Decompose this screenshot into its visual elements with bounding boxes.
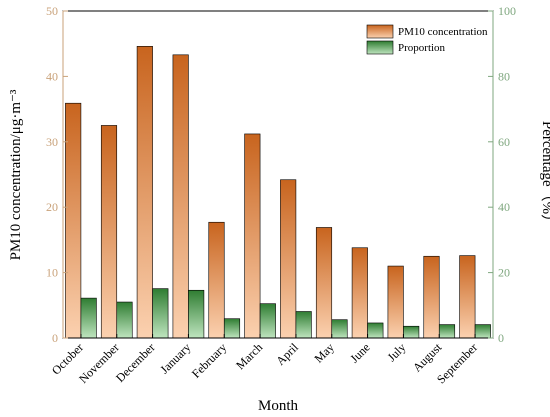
left-tick-label-20: 20 xyxy=(46,200,58,214)
bar-proportion-april xyxy=(295,311,312,339)
bar-pm10-march xyxy=(244,133,261,339)
bar-pm10-may xyxy=(315,227,333,339)
right-tick-label-20: 20 xyxy=(498,266,510,280)
bar-proportion-september xyxy=(474,324,491,339)
bar-pm10-october xyxy=(65,102,82,339)
bar-pm10-june xyxy=(351,247,368,339)
bar-proportion-november xyxy=(116,301,133,339)
left-tick-label-50: 50 xyxy=(46,4,58,18)
x-tick-label-august: August xyxy=(410,340,445,375)
right-tick-label-80: 80 xyxy=(498,69,510,83)
bar-pm10-april xyxy=(280,179,297,339)
bar-proportion-december xyxy=(152,288,169,339)
x-tick-label-june: June xyxy=(347,340,372,365)
x-tick-label-may: May xyxy=(311,340,336,365)
left-tick-label-40: 40 xyxy=(46,69,58,83)
pm10-bars xyxy=(65,46,476,339)
left-axis-ticks: 0 10 20 30 40 50 xyxy=(46,4,68,345)
bar-pm10-august xyxy=(423,255,440,339)
bar-proportion-june xyxy=(367,322,384,339)
bar-proportion-may xyxy=(331,319,348,339)
x-tick-label-february: February xyxy=(189,340,230,381)
legend-swatch-proportion xyxy=(366,40,394,55)
x-axis-title: Month xyxy=(258,398,299,414)
x-tick-label-july: July xyxy=(384,340,408,364)
bar-proportion-july xyxy=(403,325,420,339)
bar-pm10-july xyxy=(387,265,404,339)
legend-label-pm10: PM10 concentration xyxy=(398,26,488,38)
x-tick-label-december: December xyxy=(113,340,158,385)
bar-pm10-february xyxy=(208,221,225,339)
bar-proportion-february xyxy=(223,318,241,339)
bar-proportion-january xyxy=(188,289,205,339)
left-tick-label-0: 0 xyxy=(52,331,58,345)
right-tick-label-40: 40 xyxy=(498,200,510,214)
right-tick-label-100: 100 xyxy=(498,4,516,18)
y-axis-title-right: Percentage（%） xyxy=(539,121,550,229)
x-tick-label-march: March xyxy=(233,340,265,372)
right-tick-label-60: 60 xyxy=(498,135,510,149)
legend-label-proportion: Proportion xyxy=(398,42,446,54)
x-tick-label-april: April xyxy=(273,340,301,368)
x-tick-label-november: November xyxy=(76,340,122,386)
bar-proportion-october xyxy=(80,297,97,339)
right-axis-ticks: 0 20 40 60 80 100 xyxy=(488,4,516,345)
bar-proportion-august xyxy=(438,324,456,339)
bar-pm10-january xyxy=(172,54,189,339)
bar-pm10-december xyxy=(136,46,153,339)
proportion-bars xyxy=(80,288,491,339)
bar-pm10-november xyxy=(100,125,118,339)
legend-swatch-pm10 xyxy=(366,24,394,39)
left-tick-label-10: 10 xyxy=(46,266,58,280)
bar-proportion-march xyxy=(259,303,276,339)
bar-pm10-september xyxy=(459,255,476,339)
y-axis-title-left: PM10 concentration/μg·m⁻³ xyxy=(8,89,24,260)
right-tick-label-0: 0 xyxy=(498,331,504,345)
legend: PM10 concentration Proportion xyxy=(366,24,488,55)
left-tick-label-30: 30 xyxy=(46,135,58,149)
